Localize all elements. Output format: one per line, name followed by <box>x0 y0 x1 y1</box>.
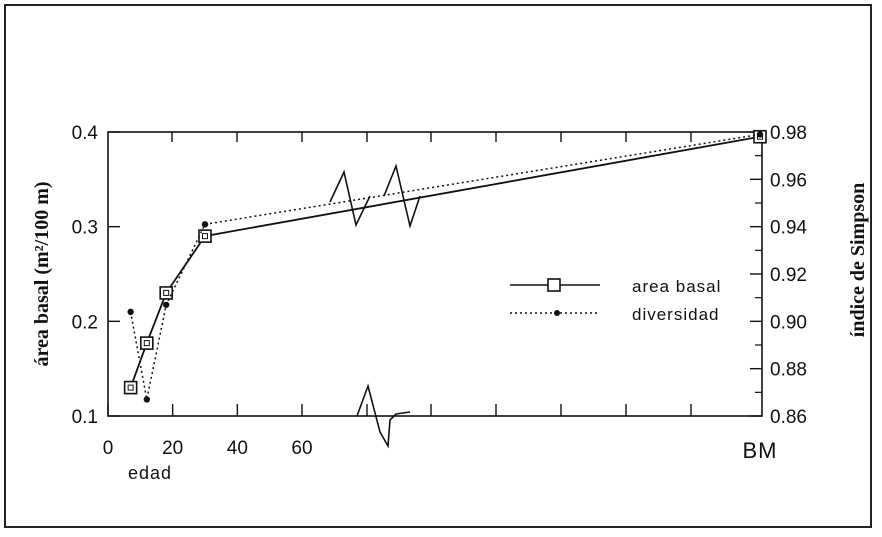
x-tick-label: 40 <box>227 438 248 459</box>
y-right-tick-label: 0.98 <box>770 123 807 144</box>
series-line-diversidad <box>129 133 761 400</box>
y-left-tick-label: 0.2 <box>72 312 98 333</box>
x-tick-label: 0 <box>103 438 114 459</box>
data-point-area-basal-inner <box>202 233 208 240</box>
y-right-tick-label: 0.96 <box>770 170 807 191</box>
y-axis-left-label: área basal (m²/100 m) <box>31 181 53 366</box>
y-axis-right-label: índice de Simpson <box>847 183 869 337</box>
axis-break-mark-line <box>329 163 421 229</box>
x-axis-end-label: BM <box>743 438 778 463</box>
legend-marker-area-basal <box>547 278 561 292</box>
y-left-tick-label: 0.4 <box>72 123 99 144</box>
axis-break-mark-bottom <box>356 383 411 449</box>
y-right-tick-label: 0.90 <box>770 312 807 333</box>
data-point-diversidad <box>143 396 150 403</box>
data-point-area-basal-inner <box>143 340 150 347</box>
y-right-tick-label: 0.92 <box>770 265 807 286</box>
data-point-area-basal <box>123 380 138 395</box>
plot-area <box>107 131 763 417</box>
y-right-tick-label: 0.88 <box>770 360 807 381</box>
legend: area basal diversidad <box>510 277 721 324</box>
figure-frame <box>4 4 872 528</box>
legend-label-diversidad: diversidad <box>632 305 720 324</box>
x-tick-label: 20 <box>162 438 183 459</box>
x-axis-label: edad <box>128 463 172 483</box>
data-point-area-basal-inner <box>127 384 134 391</box>
legend-label-area-basal: area basal <box>632 277 721 296</box>
data-point-diversidad <box>756 131 764 138</box>
data-point-diversidad <box>163 301 170 308</box>
series-line-area-basal <box>129 135 761 388</box>
data-point-area-basal <box>140 336 154 350</box>
y-right-tick-label: 0.94 <box>770 218 807 239</box>
legend-marker-diversidad <box>554 310 560 316</box>
y-right-tick-label: 0.86 <box>770 407 807 428</box>
data-point-area-basal-inner <box>163 289 170 296</box>
data-point-diversidad <box>127 308 134 316</box>
data-point-diversidad <box>201 221 209 228</box>
y-left-tick-label: 0.1 <box>72 407 98 428</box>
x-tick-label: 60 <box>291 438 312 459</box>
y-left-tick-label: 0.3 <box>72 218 98 239</box>
data-point-area-basal <box>159 286 173 300</box>
